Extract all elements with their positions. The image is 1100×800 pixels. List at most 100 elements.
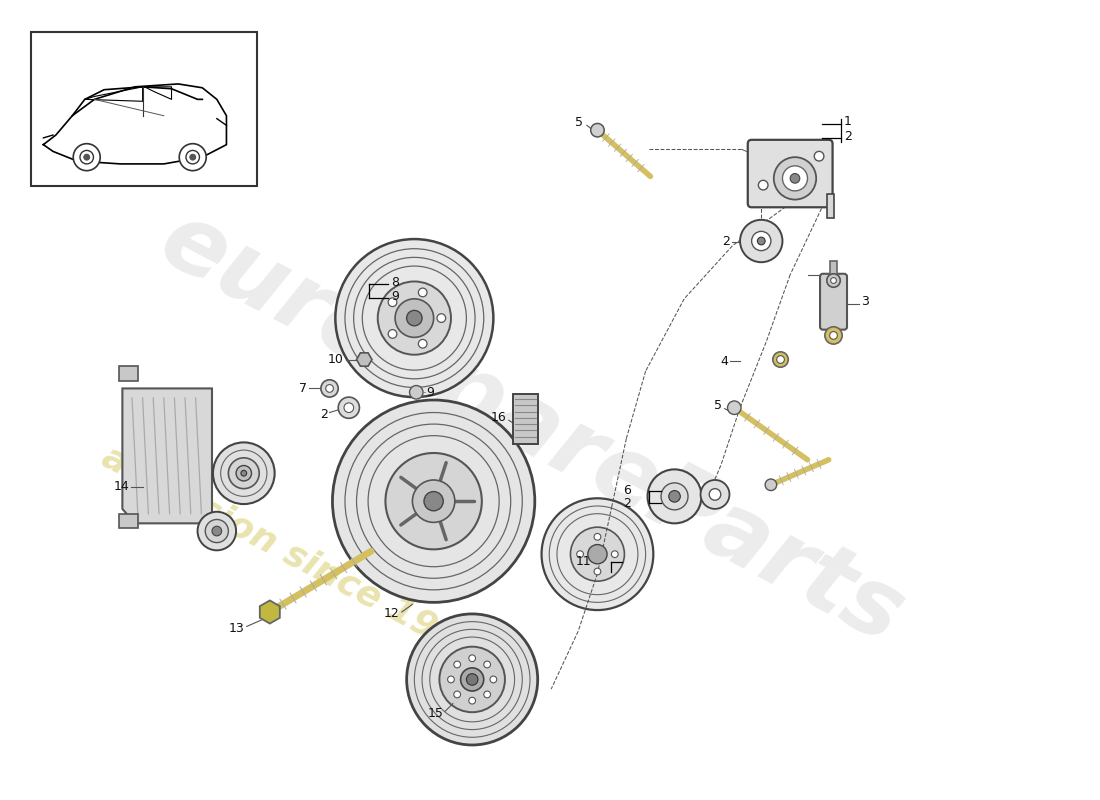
Circle shape xyxy=(790,174,800,183)
Circle shape xyxy=(758,180,768,190)
Circle shape xyxy=(777,356,784,363)
Circle shape xyxy=(612,551,618,558)
Circle shape xyxy=(80,150,94,164)
Circle shape xyxy=(84,154,89,160)
Text: 9: 9 xyxy=(426,386,433,398)
Circle shape xyxy=(439,646,505,712)
Text: 2: 2 xyxy=(320,408,328,421)
Circle shape xyxy=(829,331,837,339)
Circle shape xyxy=(229,458,260,489)
Text: 13: 13 xyxy=(229,622,245,635)
Text: 8: 8 xyxy=(392,276,399,289)
Circle shape xyxy=(179,144,206,170)
Circle shape xyxy=(469,655,475,662)
Circle shape xyxy=(751,231,771,250)
Circle shape xyxy=(336,239,494,397)
Circle shape xyxy=(825,326,843,344)
Circle shape xyxy=(727,401,741,414)
Circle shape xyxy=(461,668,484,691)
Circle shape xyxy=(412,480,454,522)
Circle shape xyxy=(326,385,333,392)
Bar xyxy=(829,262,837,282)
FancyBboxPatch shape xyxy=(820,274,847,330)
Text: 2: 2 xyxy=(723,235,730,249)
Circle shape xyxy=(591,123,604,137)
Bar xyxy=(31,32,257,186)
Circle shape xyxy=(490,676,497,683)
Circle shape xyxy=(418,339,427,348)
Circle shape xyxy=(661,483,688,510)
Circle shape xyxy=(388,298,397,306)
Circle shape xyxy=(206,519,229,542)
FancyBboxPatch shape xyxy=(748,140,833,207)
Circle shape xyxy=(701,480,729,509)
Circle shape xyxy=(409,386,424,399)
Circle shape xyxy=(407,614,538,745)
Circle shape xyxy=(576,551,583,558)
Text: 16: 16 xyxy=(491,411,507,424)
Circle shape xyxy=(418,288,427,297)
Text: 9: 9 xyxy=(392,290,399,303)
Circle shape xyxy=(407,310,422,326)
Text: 11: 11 xyxy=(576,555,592,568)
Text: 10: 10 xyxy=(328,353,344,366)
Circle shape xyxy=(448,676,454,683)
Circle shape xyxy=(186,150,199,164)
Bar xyxy=(119,514,138,528)
Circle shape xyxy=(454,661,461,668)
Text: 2: 2 xyxy=(844,130,852,143)
Circle shape xyxy=(484,661,491,668)
Circle shape xyxy=(213,442,275,504)
Circle shape xyxy=(773,352,789,367)
Circle shape xyxy=(454,691,461,698)
Circle shape xyxy=(758,237,766,245)
Circle shape xyxy=(344,403,353,413)
Bar xyxy=(119,366,138,381)
Text: 12: 12 xyxy=(384,607,400,621)
Circle shape xyxy=(332,400,535,602)
Circle shape xyxy=(740,220,782,262)
Circle shape xyxy=(385,453,482,550)
Circle shape xyxy=(773,157,816,199)
Circle shape xyxy=(74,144,100,170)
Text: 5: 5 xyxy=(575,116,583,129)
Circle shape xyxy=(338,397,360,418)
Circle shape xyxy=(648,470,702,523)
Circle shape xyxy=(571,527,625,581)
Circle shape xyxy=(395,299,433,338)
Circle shape xyxy=(212,526,221,536)
Circle shape xyxy=(814,151,824,161)
Circle shape xyxy=(437,314,446,322)
Circle shape xyxy=(830,278,836,283)
Circle shape xyxy=(198,512,236,550)
Polygon shape xyxy=(356,353,372,366)
Polygon shape xyxy=(260,601,279,623)
Circle shape xyxy=(669,490,680,502)
Circle shape xyxy=(766,479,777,490)
Polygon shape xyxy=(122,389,212,523)
Text: a passion since 1985: a passion since 1985 xyxy=(97,439,487,669)
Text: 4: 4 xyxy=(720,355,728,368)
Circle shape xyxy=(190,154,196,160)
Circle shape xyxy=(236,466,252,481)
Circle shape xyxy=(321,380,338,397)
Circle shape xyxy=(469,698,475,704)
Circle shape xyxy=(388,330,397,338)
Text: 15: 15 xyxy=(428,706,443,720)
Text: euroSpareParts: euroSpareParts xyxy=(144,194,918,664)
Circle shape xyxy=(424,491,443,511)
Bar xyxy=(513,394,538,444)
Text: 3: 3 xyxy=(861,295,869,308)
Text: 14: 14 xyxy=(113,480,129,494)
Text: 2: 2 xyxy=(624,497,631,510)
Circle shape xyxy=(594,568,601,575)
Text: 6: 6 xyxy=(624,484,631,497)
Circle shape xyxy=(587,545,607,564)
Text: 5: 5 xyxy=(714,399,722,412)
Circle shape xyxy=(827,274,840,287)
Circle shape xyxy=(484,691,491,698)
Text: 1: 1 xyxy=(844,115,852,128)
Circle shape xyxy=(466,674,478,686)
Bar xyxy=(827,194,835,218)
Circle shape xyxy=(541,498,653,610)
